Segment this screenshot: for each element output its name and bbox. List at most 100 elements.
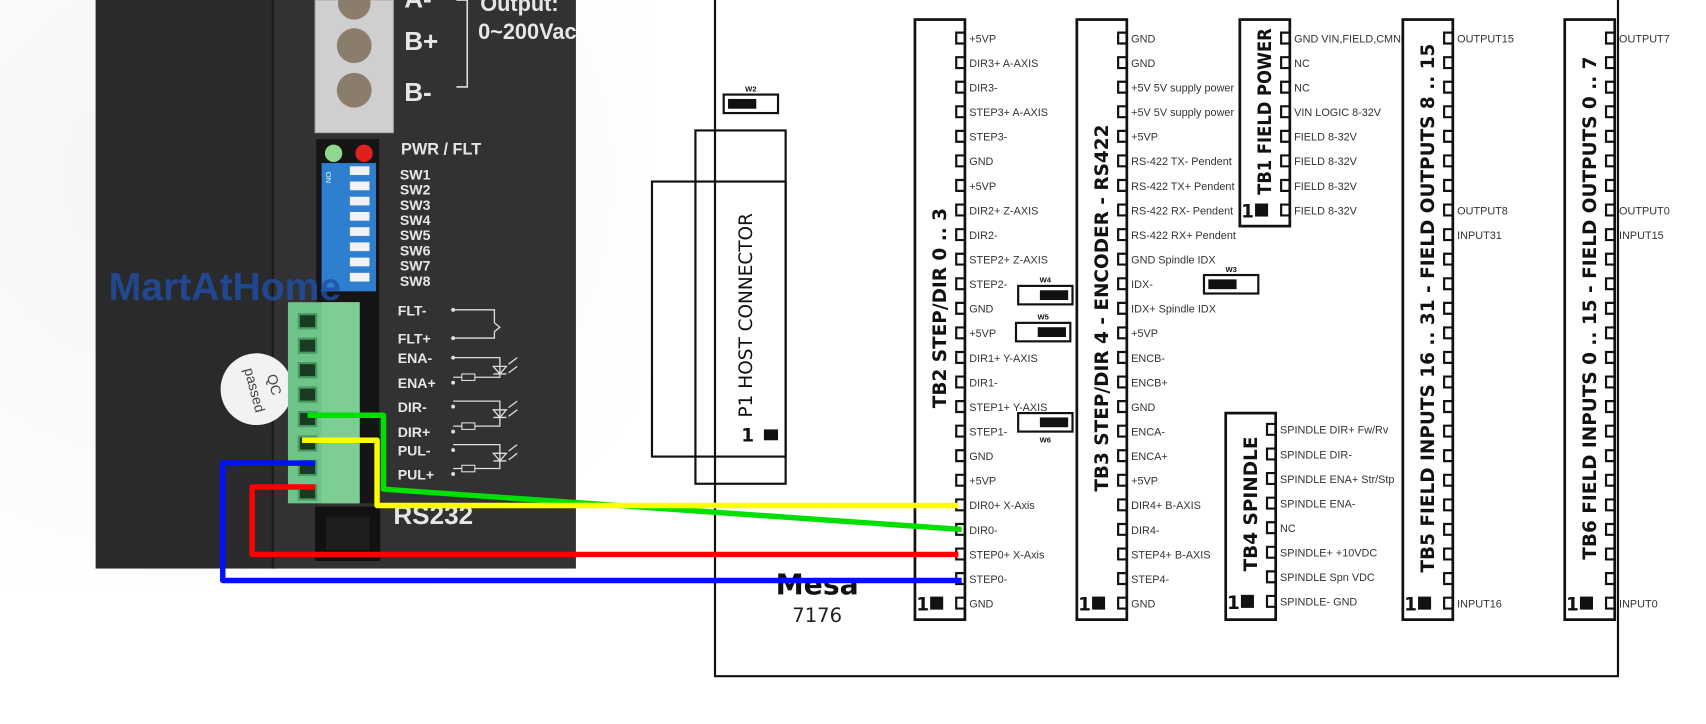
terminal-pin[interactable]: [955, 105, 967, 119]
terminal-pin[interactable]: [1443, 473, 1454, 487]
terminal-pin[interactable]: [955, 203, 967, 217]
terminal-pin[interactable]: [1604, 228, 1616, 242]
dip-lever[interactable]: [349, 166, 370, 176]
terminal-pin[interactable]: [955, 400, 967, 414]
terminal-pin[interactable]: [1604, 301, 1616, 315]
terminal-pin[interactable]: [1117, 424, 1128, 438]
terminal-pin[interactable]: [1117, 228, 1128, 242]
jumper-w6[interactable]: W6: [1017, 412, 1074, 444]
terminal-pin[interactable]: [1604, 596, 1616, 610]
terminal-pin[interactable]: [1280, 178, 1291, 192]
jumper-w4[interactable]: W4: [1017, 276, 1074, 306]
connector-slot[interactable]: [297, 313, 318, 330]
terminal-pin[interactable]: [955, 424, 967, 438]
terminal-pin[interactable]: [1443, 129, 1454, 143]
terminal-pin[interactable]: [1443, 56, 1454, 70]
terminal-pin[interactable]: [1117, 203, 1128, 217]
terminal-pin[interactable]: [1280, 203, 1291, 217]
terminal-pin[interactable]: [955, 80, 967, 94]
terminal-pin[interactable]: [1265, 422, 1277, 436]
terminal-pin[interactable]: [1117, 473, 1128, 487]
dip-lever[interactable]: [349, 196, 370, 206]
terminal-pin[interactable]: [1443, 449, 1454, 463]
terminal-pin[interactable]: [1117, 301, 1128, 315]
terminal-pin[interactable]: [1117, 498, 1128, 512]
terminal-pin[interactable]: [1604, 350, 1616, 364]
terminal-pin[interactable]: [1117, 252, 1128, 266]
terminal-pin[interactable]: [1604, 178, 1616, 192]
terminal-pin[interactable]: [1443, 400, 1454, 414]
terminal-pin[interactable]: [1443, 498, 1454, 512]
terminal-pin[interactable]: [1604, 400, 1616, 414]
terminal-pin[interactable]: [1265, 472, 1277, 486]
terminal-pin[interactable]: [1443, 424, 1454, 438]
terminal-pin[interactable]: [1117, 400, 1128, 414]
jumper-w2[interactable]: W2: [722, 84, 780, 115]
terminal-pin[interactable]: [1280, 129, 1291, 143]
terminal-pin[interactable]: [1443, 301, 1454, 315]
terminal-pin[interactable]: [1443, 277, 1454, 291]
terminal-pin[interactable]: [1604, 326, 1616, 340]
terminal-pin[interactable]: [1443, 375, 1454, 389]
terminal-pin[interactable]: [1265, 570, 1277, 584]
terminal-pin[interactable]: [1604, 154, 1616, 168]
terminal-pin[interactable]: [1117, 572, 1128, 586]
terminal-pin[interactable]: [1604, 375, 1616, 389]
terminal-pin[interactable]: [1604, 56, 1616, 70]
terminal-pin[interactable]: [955, 31, 967, 45]
terminal-pin[interactable]: [1604, 572, 1616, 586]
terminal-pin[interactable]: [1117, 31, 1128, 45]
terminal-pin[interactable]: [1280, 154, 1291, 168]
terminal-pin[interactable]: [1117, 80, 1128, 94]
terminal-pin[interactable]: [1117, 326, 1128, 340]
terminal-pin[interactable]: [955, 473, 967, 487]
terminal-pin[interactable]: [955, 228, 967, 242]
terminal-pin[interactable]: [955, 56, 967, 70]
terminal-pin[interactable]: [1604, 31, 1616, 45]
terminal-pin[interactable]: [1604, 277, 1616, 291]
terminal-pin[interactable]: [955, 129, 967, 143]
terminal-pin[interactable]: [1443, 547, 1454, 561]
terminal-pin[interactable]: [1117, 596, 1128, 610]
terminal-pin[interactable]: [1604, 80, 1616, 94]
terminal-pin[interactable]: [1443, 31, 1454, 45]
terminal-pin[interactable]: [1117, 350, 1128, 364]
terminal-pin[interactable]: [1117, 129, 1128, 143]
terminal-pin[interactable]: [1604, 449, 1616, 463]
terminal-pin[interactable]: [1443, 596, 1454, 610]
terminal-pin[interactable]: [1604, 203, 1616, 217]
dip-lever[interactable]: [349, 272, 370, 282]
terminal-pin[interactable]: [1443, 228, 1454, 242]
terminal-pin[interactable]: [955, 326, 967, 340]
terminal-pin[interactable]: [1443, 252, 1454, 266]
terminal-pin[interactable]: [1265, 521, 1277, 535]
terminal-pin[interactable]: [1265, 447, 1277, 461]
terminal-pin[interactable]: [1604, 473, 1616, 487]
terminal-pin[interactable]: [955, 350, 967, 364]
connector-slot[interactable]: [297, 337, 318, 354]
jumper-w5[interactable]: W5: [1014, 313, 1072, 343]
terminal-pin[interactable]: [1280, 31, 1291, 45]
terminal-pin[interactable]: [1280, 80, 1291, 94]
terminal-pin[interactable]: [1443, 350, 1454, 364]
terminal-pin[interactable]: [1443, 178, 1454, 192]
terminal-pin[interactable]: [1117, 105, 1128, 119]
terminal-pin[interactable]: [1443, 154, 1454, 168]
terminal-pin[interactable]: [1443, 326, 1454, 340]
jumper-w3[interactable]: W3: [1202, 265, 1260, 295]
terminal-pin[interactable]: [1443, 105, 1454, 119]
terminal-pin[interactable]: [1265, 496, 1277, 510]
connector-slot[interactable]: [297, 386, 318, 403]
terminal-pin[interactable]: [1443, 203, 1454, 217]
terminal-pin[interactable]: [1117, 277, 1128, 291]
terminal-pin[interactable]: [1117, 154, 1128, 168]
terminal-pin[interactable]: [955, 596, 967, 610]
terminal-pin[interactable]: [955, 449, 967, 463]
connector-slot[interactable]: [297, 362, 318, 379]
terminal-pin[interactable]: [1604, 522, 1616, 536]
terminal-pin[interactable]: [1117, 522, 1128, 536]
terminal-pin[interactable]: [955, 252, 967, 266]
terminal-pin[interactable]: [955, 178, 967, 192]
terminal-pin[interactable]: [1443, 572, 1454, 586]
dip-lever[interactable]: [349, 257, 370, 267]
